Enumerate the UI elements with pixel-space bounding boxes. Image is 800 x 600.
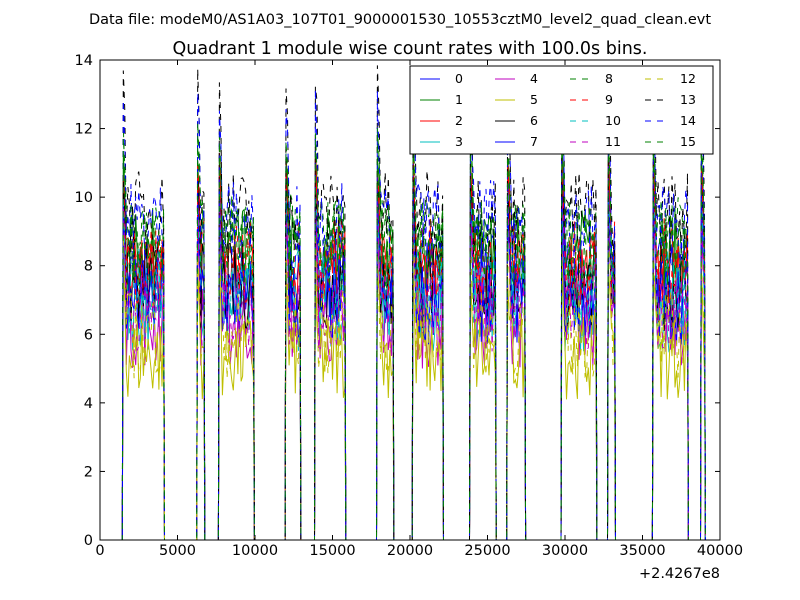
y-tick-label: 14 [75,53,93,69]
x-tick-label: 15000 [309,543,355,559]
y-tick-label: 12 [75,122,93,138]
legend-label-8: 8 [605,71,613,86]
legend-label-13: 13 [680,92,696,107]
y-tick-label: 6 [84,327,93,343]
x-tick-label: 30000 [542,543,588,559]
legend-label-10: 10 [605,113,621,128]
x-tick-label: 0 [95,543,104,559]
x-axis: 0 5000 10000 15000 20000 25000 30000 35000 40000 [95,60,743,559]
y-tick-label: 8 [84,259,93,275]
series-line-12 [121,233,706,540]
legend-label-5: 5 [530,92,538,107]
y-tick-label: 0 [84,533,93,549]
series-layer [121,65,706,540]
legend-label-9: 9 [605,92,613,107]
y-tick-label: 2 [84,464,93,480]
legend-label-3: 3 [455,134,463,149]
legend-label-6: 6 [530,113,538,128]
chart-title: Quadrant 1 module wise count rates with … [173,39,648,59]
x-offset-label: +2.4267e8 [639,566,720,582]
legend-label-15: 15 [680,134,696,149]
x-tick-label: 40000 [697,543,743,559]
legend-label-0: 0 [455,71,463,86]
legend-label-7: 7 [530,134,538,149]
x-tick-label: 10000 [232,543,278,559]
series-line-5 [121,253,706,540]
legend-label-11: 11 [605,134,621,149]
series-line-13 [121,65,706,540]
legend-label-14: 14 [680,113,696,128]
legend-label-4: 4 [530,71,538,86]
y-tick-label: 10 [75,190,93,206]
x-tick-label: 5000 [159,543,196,559]
series-line-15 [121,116,706,540]
chart-suptitle: Data file: modeM0/AS1A03_107T01_90000015… [89,12,711,28]
series-line-10 [121,186,706,540]
legend-frame [409,65,714,155]
x-tick-label: 35000 [619,543,665,559]
x-tick-label: 20000 [387,543,433,559]
legend-label-2: 2 [455,113,463,128]
x-tick-label: 25000 [464,543,510,559]
legend-label-12: 12 [680,71,696,86]
y-tick-label: 4 [84,396,93,412]
legend-label-1: 1 [455,92,463,107]
